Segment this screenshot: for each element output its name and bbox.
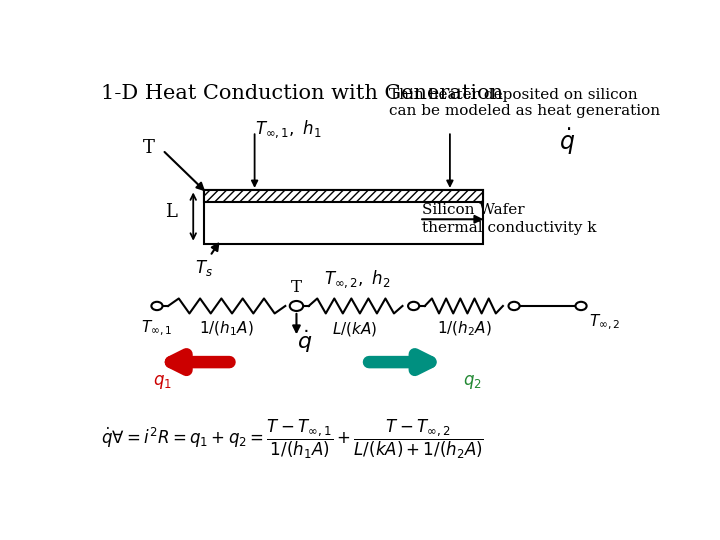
Text: $1/(h_2A)$: $1/(h_2A)$ [436, 320, 491, 338]
Bar [204, 190, 483, 244]
Text: thermal conductivity k: thermal conductivity k [422, 221, 596, 235]
Text: $T_{\infty,2},\ h_2$: $T_{\infty,2},\ h_2$ [324, 268, 391, 290]
Text: $\dot{q}$: $\dot{q}$ [559, 126, 575, 157]
Circle shape [151, 302, 163, 310]
Text: L: L [165, 204, 177, 221]
Text: $T_{\infty,2}$: $T_{\infty,2}$ [590, 313, 621, 332]
Circle shape [408, 302, 419, 310]
Text: $\dot{q}$: $\dot{q}$ [297, 328, 312, 355]
Text: 1-D Heat Conduction with Generation: 1-D Heat Conduction with Generation [101, 84, 503, 103]
Text: can be modeled as heat generation: can be modeled as heat generation [389, 104, 660, 118]
Text: Thin heater deposited on silicon: Thin heater deposited on silicon [389, 87, 637, 102]
Text: Silicon Wafer: Silicon Wafer [422, 202, 525, 217]
Circle shape [575, 302, 587, 310]
Text: T: T [291, 279, 302, 296]
Text: $T_{\infty,1},\ h_1$: $T_{\infty,1},\ h_1$ [255, 118, 321, 140]
Circle shape [289, 301, 303, 311]
Text: $T_s$: $T_s$ [195, 258, 213, 278]
Text: $L/(kA)$: $L/(kA)$ [333, 320, 378, 338]
Text: $q_1$: $q_1$ [153, 373, 172, 391]
Text: $q_2$: $q_2$ [463, 373, 482, 391]
Circle shape [508, 302, 520, 310]
Text: $1/(h_1A)$: $1/(h_1A)$ [199, 320, 254, 338]
Text: $T_{\infty,1}$: $T_{\infty,1}$ [141, 319, 173, 339]
Text: $\dot{q}\forall = i^2 R = q_1 + q_2 = \dfrac{T - T_{\infty,1}}{1/(h_1 A)} + \dfr: $\dot{q}\forall = i^2 R = q_1 + q_2 = \d… [101, 417, 484, 461]
Bar [204, 190, 483, 202]
Text: T: T [143, 139, 155, 157]
